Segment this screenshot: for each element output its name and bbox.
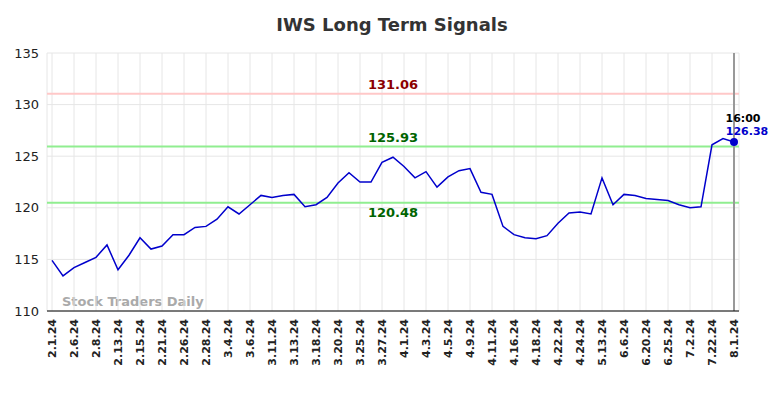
svg-text:120.48: 120.48 — [368, 205, 418, 220]
svg-text:3.11.24: 3.11.24 — [266, 319, 279, 366]
svg-text:110: 110 — [14, 304, 39, 319]
svg-text:7.2.24: 7.2.24 — [684, 319, 697, 358]
svg-text:2.15.24: 2.15.24 — [134, 319, 147, 366]
svg-text:3.20.24: 3.20.24 — [332, 319, 345, 366]
svg-text:125.93: 125.93 — [368, 130, 418, 145]
svg-text:115: 115 — [14, 252, 39, 267]
svg-text:3.6.24: 3.6.24 — [244, 319, 257, 358]
svg-text:6.20.24: 6.20.24 — [640, 319, 653, 366]
svg-text:130: 130 — [14, 97, 39, 112]
svg-text:6.25.24: 6.25.24 — [662, 319, 675, 366]
svg-text:4.22.24: 4.22.24 — [552, 319, 565, 366]
svg-text:126.38: 126.38 — [726, 125, 768, 138]
svg-text:2.1.24: 2.1.24 — [46, 319, 59, 358]
svg-text:125: 125 — [14, 149, 39, 164]
svg-text:4.3.24: 4.3.24 — [420, 319, 433, 358]
svg-text:135: 135 — [14, 46, 39, 61]
svg-text:5.13.24: 5.13.24 — [596, 319, 609, 366]
html-text:Stock Traders Daily: Stock Traders Daily — [62, 294, 204, 309]
svg-text:3.27.24: 3.27.24 — [376, 319, 389, 366]
svg-text:131.06: 131.06 — [368, 77, 418, 92]
svg-text:4.9.24: 4.9.24 — [464, 319, 477, 358]
svg-text:2.28.24: 2.28.24 — [200, 319, 213, 366]
svg-text:8.1.24: 8.1.24 — [728, 319, 741, 358]
svg-text:4.1.24: 4.1.24 — [398, 319, 411, 358]
svg-text:16:00: 16:00 — [725, 112, 760, 125]
svg-text:3.25.24: 3.25.24 — [354, 319, 367, 366]
svg-text:4.11.24: 4.11.24 — [486, 319, 499, 366]
svg-text:3.13.24: 3.13.24 — [288, 319, 301, 366]
svg-text:7.22.24: 7.22.24 — [706, 319, 719, 366]
svg-text:6.6.24: 6.6.24 — [618, 319, 631, 358]
svg-text:4.18.24: 4.18.24 — [530, 319, 543, 366]
svg-text:3.18.24: 3.18.24 — [310, 319, 323, 366]
svg-text:2.8.24: 2.8.24 — [90, 319, 103, 358]
svg-text:2.21.24: 2.21.24 — [156, 319, 169, 366]
html-text:IWS Long Term Signals: IWS Long Term Signals — [276, 14, 508, 35]
svg-text:4.16.24: 4.16.24 — [508, 319, 521, 366]
svg-text:2.6.24: 2.6.24 — [68, 319, 81, 358]
svg-text:3.4.24: 3.4.24 — [222, 319, 235, 358]
svg-text:120: 120 — [14, 200, 39, 215]
svg-text:4.5.24: 4.5.24 — [442, 319, 455, 358]
svg-text:2.26.24: 2.26.24 — [178, 319, 191, 366]
svg-text:4.24.24: 4.24.24 — [574, 319, 587, 366]
svg-text:2.13.24: 2.13.24 — [112, 319, 125, 366]
